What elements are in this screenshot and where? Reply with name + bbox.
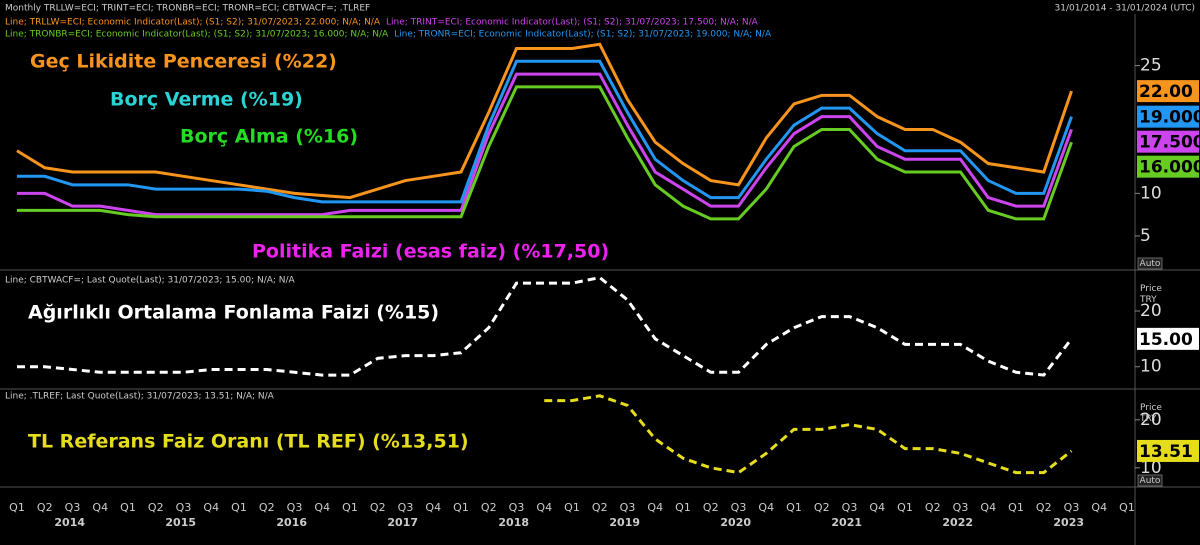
x-year-label: 2019 (609, 516, 640, 529)
x-year-label: 2021 (831, 516, 862, 529)
series-line (17, 72, 1073, 217)
legend-entry: Line; TRINT=ECI; Economic Indicator(Last… (386, 18, 759, 28)
x-tick-label: Q4 (425, 501, 441, 514)
x-tick-label: Q4 (980, 501, 996, 514)
series-line (17, 59, 1073, 204)
x-tick-label: Q3 (1064, 501, 1080, 514)
annotation: Politika Faizi (esas faiz) (%17,50) (252, 241, 609, 263)
x-tick-label: Q2 (481, 501, 497, 514)
x-tick-label: Q1 (564, 501, 580, 514)
last-value-badge (1137, 327, 1199, 350)
x-tick-label: Q2 (703, 501, 719, 514)
x-year-label: 2014 (54, 516, 85, 529)
y-tick-label: 25 (1140, 56, 1162, 76)
x-tick-label: Q1 (9, 501, 25, 514)
x-tick-label: Q3 (398, 501, 414, 514)
scale-label: Auto (1140, 476, 1161, 486)
x-tick-label: Q4 (647, 501, 663, 514)
last-value-label: 15.00 (1139, 330, 1193, 350)
last-value-badge (1137, 130, 1199, 153)
annotation: Borç Verme (%19) (110, 89, 303, 111)
y-tick-label: 5 (1140, 226, 1151, 246)
x-tick-label: Q1 (786, 501, 802, 514)
x-tick-label: Q3 (509, 501, 525, 514)
x-tick-label: Q3 (731, 501, 747, 514)
x-year-label: 2015 (165, 516, 196, 529)
x-tick-label: Q4 (758, 501, 774, 514)
scale-label: Auto (1140, 259, 1161, 269)
x-tick-label: Q4 (314, 501, 330, 514)
x-tick-label: Q3 (842, 501, 858, 514)
legend-entry: Line; TRLLW=ECI; Economic Indicator(Last… (5, 18, 381, 28)
x-year-label: 2020 (720, 516, 751, 529)
series-line (544, 394, 1073, 475)
x-tick-label: Q1 (453, 501, 469, 514)
x-year-label: 2022 (942, 516, 973, 529)
x-tick-label: Q4 (1091, 501, 1107, 514)
last-value-badge (1137, 105, 1199, 128)
annotation: Borç Alma (%16) (180, 126, 358, 148)
x-tick-label: Q2 (148, 501, 164, 514)
legend-entry: Line; TRONBR=ECI; Economic Indicator(Las… (5, 30, 389, 40)
x-tick-label: Q1 (1119, 501, 1135, 514)
annotation: TL Referans Faiz Oranı (TL REF) (%13,51) (28, 431, 469, 453)
series-line (17, 85, 1073, 221)
x-tick-label: Q3 (176, 501, 192, 514)
scale-box (1137, 257, 1163, 270)
annotation: Ağırlıklı Ortalama Fonlama Faizi (%15) (28, 302, 439, 324)
last-value-badge (1137, 439, 1199, 462)
x-tick-label: Q2 (1036, 501, 1052, 514)
x-tick-label: Q4 (203, 501, 219, 514)
y-tick-label: 10 (1140, 357, 1162, 377)
unit-label: Price TRY (1139, 403, 1162, 424)
last-value-label: 22.00 (1139, 82, 1193, 102)
x-year-label: 2018 (498, 516, 529, 529)
y-tick-label: 10 (1140, 183, 1162, 203)
x-year-label: 2017 (387, 516, 418, 529)
x-tick-label: Q2 (814, 501, 830, 514)
x-tick-label: Q1 (231, 501, 247, 514)
legend-entry: Line; TRONR=ECI; Economic Indicator(Last… (394, 30, 772, 40)
last-value-label: 17.500 (1139, 133, 1200, 153)
unit-label: Price TRY (1139, 284, 1162, 305)
legend-entry: Line; CBTWACF=; Last Quote(Last); 31/07/… (5, 276, 296, 286)
annotation: Geç Likidite Penceresi (%22) (30, 51, 337, 73)
x-tick-label: Q2 (37, 501, 53, 514)
x-tick-label: Q1 (1008, 501, 1024, 514)
y-tick-label: 20 (1140, 301, 1162, 321)
last-value-label: 16.000 (1139, 158, 1200, 178)
x-year-label: 2016 (276, 516, 307, 529)
legend-entry: Line; .TLREF; Last Quote(Last); 31/07/20… (5, 392, 275, 402)
last-value-label: 13.51 (1139, 442, 1193, 462)
x-tick-label: Q3 (65, 501, 81, 514)
x-tick-label: Q2 (592, 501, 608, 514)
y-tick-label: 10 (1140, 458, 1162, 478)
x-tick-label: Q4 (536, 501, 552, 514)
x-tick-label: Q2 (370, 501, 386, 514)
x-tick-label: Q3 (620, 501, 636, 514)
x-tick-label: Q2 (925, 501, 941, 514)
x-tick-label: Q3 (953, 501, 969, 514)
last-value-label: 19.000 (1139, 108, 1200, 128)
x-tick-label: Q1 (342, 501, 358, 514)
x-tick-label: Q3 (287, 501, 303, 514)
header-title: Monthly TRLLW=ECI; TRINT=ECI; TRONBR=ECI… (5, 4, 370, 14)
x-tick-label: Q4 (92, 501, 108, 514)
x-tick-label: Q1 (120, 501, 136, 514)
header-range: 31/01/2014 - 31/01/2024 (UTC) (1055, 4, 1195, 14)
x-year-label: 2023 (1053, 516, 1084, 529)
series-line (16, 42, 1073, 200)
x-tick-label: Q4 (869, 501, 885, 514)
y-tick-label: 20 (1140, 410, 1162, 430)
scale-box (1137, 474, 1163, 487)
x-tick-label: Q1 (897, 501, 913, 514)
series-line (17, 275, 1073, 377)
x-tick-label: Q2 (259, 501, 275, 514)
x-tick-label: Q1 (675, 501, 691, 514)
last-value-badge (1137, 155, 1199, 178)
last-value-badge (1137, 80, 1199, 103)
